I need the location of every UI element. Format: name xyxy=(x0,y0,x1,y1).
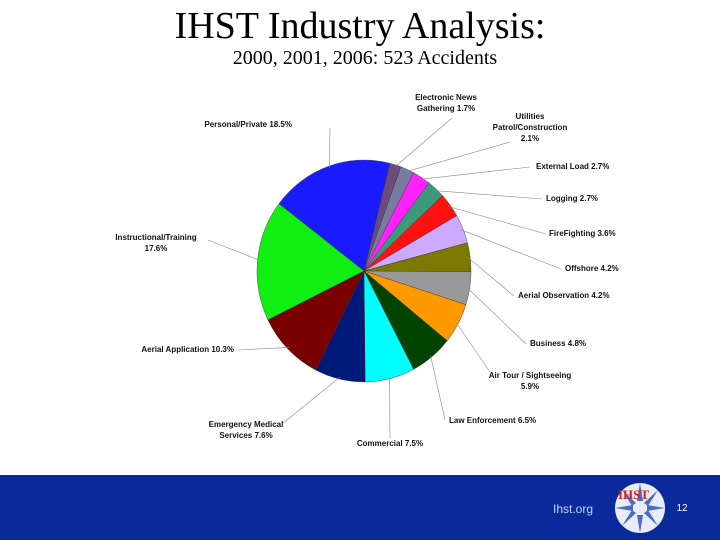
page-number: 12 xyxy=(676,503,688,514)
leader-line xyxy=(434,190,543,200)
slice-label: Commercial 7.5% xyxy=(357,439,423,448)
leader-line xyxy=(460,229,562,270)
slide-title: IHST Industry Analysis: xyxy=(174,5,546,47)
pie-chart: Personal/Private 18.5% Electronic News Gat… xyxy=(115,93,619,448)
footer-bar: Ihst.org IHST 12 xyxy=(0,475,720,540)
leader-line xyxy=(467,287,527,345)
ihst-logo: IHST xyxy=(615,483,665,533)
svg-text:IHST: IHST xyxy=(618,487,649,502)
slice-label: Aerial Application 10.3% xyxy=(141,345,234,354)
slice-label: Emergency Medical Services 7.6% xyxy=(209,420,284,440)
slice-label: Logging 2.7% xyxy=(546,194,598,203)
pie-slice xyxy=(256,203,365,321)
slice-label: Offshore 4.2% xyxy=(565,264,619,273)
pie-slice xyxy=(267,270,365,371)
slice-label: Aerial Observation 4.2% xyxy=(518,291,610,300)
slice-label: FireFighting 3.6% xyxy=(549,229,616,238)
leader-line xyxy=(467,257,515,297)
footer-url[interactable]: Ihst.org xyxy=(553,502,594,516)
leader-line xyxy=(207,239,260,261)
slice-label: Personal/Private 18.5% xyxy=(204,120,292,129)
leader-line xyxy=(406,141,511,172)
slice-label: Law Enforcement 6.5% xyxy=(449,416,536,425)
slide-subtitle: 2000, 2001, 2006: 523 Accidents xyxy=(232,47,498,69)
leader-line xyxy=(448,206,547,235)
slice-label: Utilities Patrol/Construction 2.1% xyxy=(493,112,568,143)
slice-label: Electronic News Gathering 1.7% xyxy=(415,93,477,113)
leader-line xyxy=(420,166,531,180)
leader-line xyxy=(237,347,290,351)
pie-slice xyxy=(278,159,391,272)
leader-line xyxy=(394,117,453,168)
leader-line xyxy=(456,322,491,373)
slice-label: Instructional/Training 17.6% xyxy=(115,233,196,253)
leader-line xyxy=(430,355,446,421)
slice-label: Air Tour / Sightseeing 5.9% xyxy=(489,371,572,391)
leader-line xyxy=(328,127,331,169)
slice-label: External Load 2.7% xyxy=(536,162,609,171)
slice-label: Business 4.8% xyxy=(530,339,586,348)
leader-line xyxy=(281,376,341,425)
